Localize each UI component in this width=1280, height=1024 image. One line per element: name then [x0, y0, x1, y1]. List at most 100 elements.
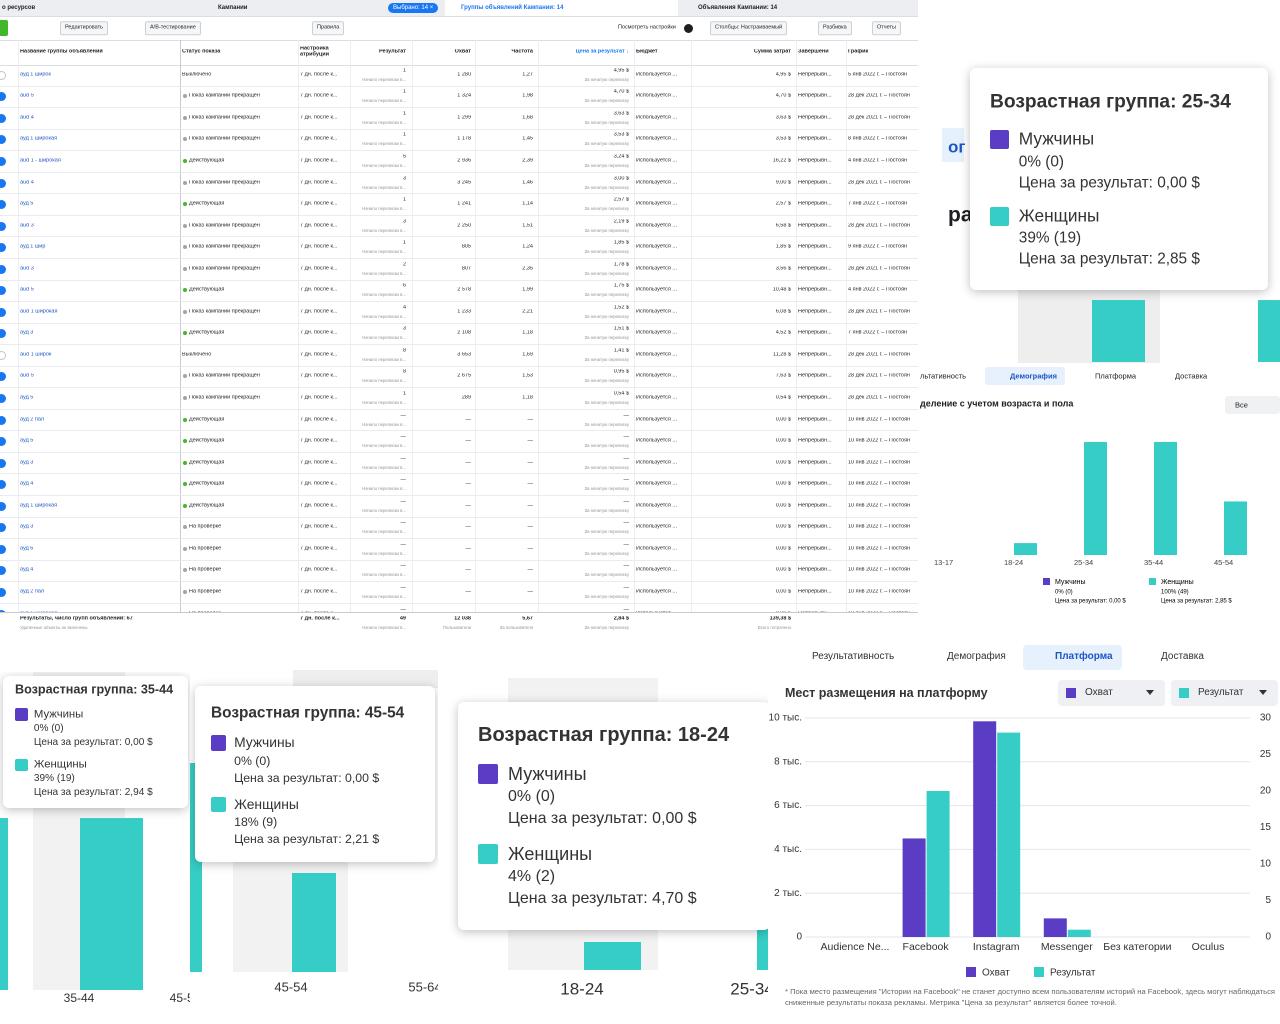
table-cell: 2 936: [457, 158, 471, 164]
cell-note: Начало переписки в...: [362, 250, 406, 255]
adset-name: ауд 5: [20, 395, 34, 401]
tab: о ресурсов: [2, 5, 36, 11]
table-cell: 7 дн. после к...: [300, 524, 338, 530]
table-cell: 16,22 $: [772, 158, 791, 164]
cost: Цена за результат: 0,00 $: [1018, 173, 1200, 191]
x-tick-label: Instagram: [973, 941, 1020, 953]
row-line: [0, 128, 918, 130]
table-cell: Используется ...: [636, 244, 678, 250]
share: 0% (0): [1018, 152, 1065, 170]
table-cell: —: [400, 434, 407, 440]
row-line: [0, 538, 918, 540]
table-cell: Действующая: [189, 503, 225, 509]
table-cell: 2: [402, 261, 406, 267]
table-cell: Непрерывн...: [798, 373, 832, 379]
table-cell: Используется ...: [636, 373, 678, 379]
table-cell: 1,75 $: [613, 283, 629, 289]
table-cell: —: [400, 520, 407, 526]
legend-label: Охват: [982, 968, 1010, 979]
tab: Демография: [1010, 371, 1057, 381]
tooltip-title: Возрастная группа: 45-54: [211, 704, 405, 722]
legend-label: Женщины: [1161, 579, 1194, 586]
table-cell: Действующая: [189, 330, 225, 336]
cell-note: За начатую переписку: [584, 573, 629, 578]
table-cell: 805: [461, 244, 471, 250]
cell-note: Начало переписки в...: [362, 443, 406, 448]
series-name: Мужчины: [1018, 128, 1095, 149]
table-cell: 0,00 $: [775, 416, 791, 422]
cell-note: За начатую переписку: [584, 293, 629, 298]
table-cell: Используется ...: [636, 395, 678, 401]
table-cell: 3,63 $: [613, 111, 629, 117]
footer-note: Начало переписки в...: [362, 625, 406, 630]
legend-cost: Цена за результат: 0,00 $: [1055, 599, 1126, 605]
table-cell: 1,45: [522, 136, 533, 142]
row-toggle: [0, 135, 6, 145]
table-cell: 11,28 $: [773, 352, 791, 358]
row-line: [0, 387, 918, 389]
ads-table-panel: о ресурсов Кампании Выбрано: 14 × Группы об…: [0, 0, 918, 640]
table-cell: 1 299: [457, 115, 471, 121]
filter-box: [1225, 396, 1280, 414]
tooltip-box: [195, 686, 435, 862]
table-cell: Непрерывн...: [798, 546, 832, 552]
table-cell: 0,00 $: [775, 438, 791, 444]
table-cell: 1,51 $: [613, 326, 629, 332]
table-cell: 7,63 $: [775, 373, 791, 379]
status-dot: [183, 460, 187, 465]
legend-swatch: [1043, 578, 1050, 585]
table-cell: Используется ...: [636, 179, 678, 185]
tab: Выбрано: 14 ×: [388, 3, 439, 13]
adset-name: ауд 2 пал: [20, 416, 45, 422]
dropdown-caret: [1259, 690, 1267, 695]
table-cell: 8: [402, 348, 406, 354]
table-cell: 7 дн. после к...: [300, 459, 338, 465]
status-dot: [183, 202, 187, 207]
bar: [292, 873, 336, 972]
table-cell: Выключено: [182, 352, 212, 358]
legend-swatch: [211, 735, 227, 751]
table-cell: Непрерывн...: [798, 179, 832, 185]
adset-name: ауд 1 шир: [20, 244, 46, 250]
y2-tick-label: 20: [1260, 786, 1272, 797]
subtitle: деление с учетом возраста и пола: [920, 398, 1074, 409]
table-cell: Непрерывн...: [798, 244, 832, 250]
table-cell: 28 дек 2021 г. – Постоян: [848, 352, 910, 358]
table-cell: —: [527, 546, 534, 552]
table-cell: 0,00 $: [775, 503, 791, 509]
table-cell: 1: [402, 111, 406, 117]
cost: Цена за результат: 2,85 $: [1018, 250, 1200, 268]
chart-svg: 13-17 18-24 25-34 35-44 45-54 Мужчины 0% (0) Це…: [934, 290, 1280, 605]
table-cell: 0,54 $: [775, 395, 791, 401]
adset-name: ауд 1 широк: [20, 72, 51, 78]
adset-name: ауд 3: [20, 459, 34, 465]
row-line: [0, 150, 918, 152]
series-name: Женщины: [234, 795, 299, 812]
status-dot: [183, 223, 187, 228]
table-cell: 1,24: [522, 244, 533, 250]
table-cell: 1,14: [522, 201, 533, 207]
column-header: Частота: [511, 49, 533, 55]
table-cell: 4,52 $: [775, 330, 791, 336]
table-cell: 1,52 $: [613, 305, 629, 311]
table-cell: Используется ...: [636, 459, 678, 465]
cell-note: За начатую переписку: [584, 551, 629, 556]
y2-tick-label: 30: [1260, 713, 1272, 724]
table-cell: 7 дн. после к...: [300, 309, 338, 315]
table-cell: Непрерывн...: [798, 567, 832, 573]
cell-note: Начало переписки в...: [362, 185, 406, 190]
cell-note: За начатую переписку: [584, 99, 629, 104]
table-cell: 0,54 $: [613, 391, 629, 397]
adset-name: ауд 1 широкая: [20, 503, 58, 509]
y-tick-label: 8 тыс.: [774, 756, 802, 767]
table-cell: 0,00 $: [775, 546, 791, 552]
adset-name: aud 3: [20, 265, 34, 271]
table-cell: —: [400, 455, 407, 461]
table-cell: —: [400, 542, 407, 548]
table-cell: 4,95 $: [775, 72, 791, 78]
bar: [0, 818, 8, 990]
footer-note: За начатую переписку: [584, 625, 629, 630]
series-name: Женщины: [1018, 205, 1100, 226]
table-cell: Непрерывн...: [798, 222, 832, 228]
row-toggle: [0, 92, 6, 102]
